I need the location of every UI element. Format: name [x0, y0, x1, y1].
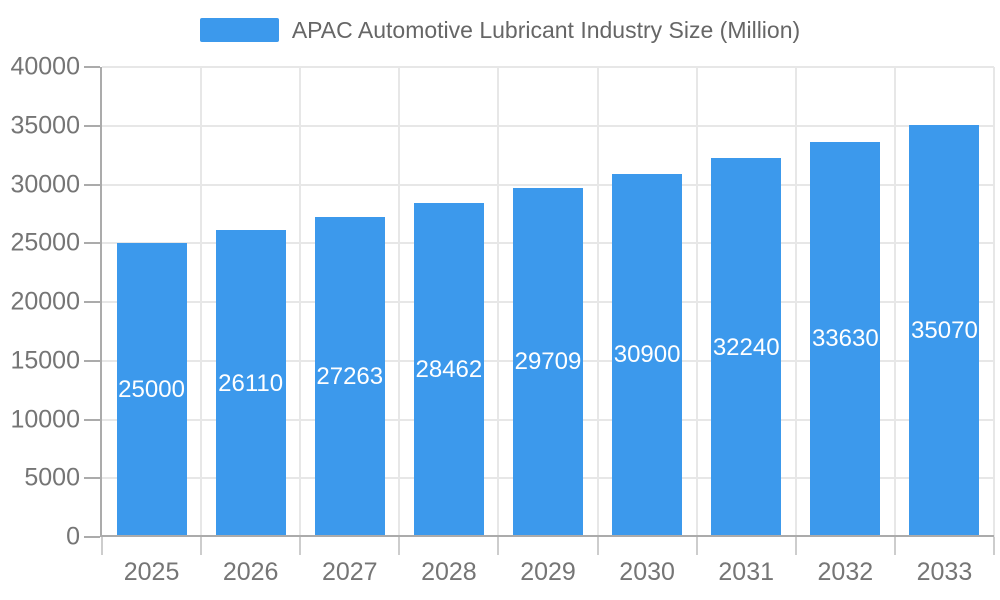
- bar[interactable]: [513, 187, 583, 537]
- bar[interactable]: [116, 243, 187, 537]
- y-axis-tick: [84, 536, 100, 538]
- y-tick-label: 40000: [10, 52, 80, 81]
- y-axis-tick: [84, 359, 100, 362]
- x-axis-line: [100, 535, 994, 537]
- gridline-vertical: [695, 67, 698, 537]
- y-tick-label: 0: [66, 522, 80, 551]
- x-tick-label: 2029: [520, 558, 576, 586]
- gridline-vertical: [299, 67, 302, 537]
- x-axis-tick: [101, 537, 103, 555]
- bar[interactable]: [711, 158, 782, 537]
- x-tick-label: 2030: [619, 558, 675, 586]
- gridline-vertical: [993, 67, 995, 537]
- gridline-horizontal: [102, 124, 994, 127]
- y-axis-tick: [84, 124, 100, 127]
- bar[interactable]: [810, 141, 881, 537]
- x-axis-tick: [497, 537, 500, 555]
- x-axis-tick: [794, 537, 797, 555]
- gridline-vertical: [398, 67, 401, 537]
- x-axis-tick: [200, 537, 203, 555]
- legend[interactable]: APAC Automotive Lubricant Industry Size …: [0, 18, 1000, 42]
- gridline-vertical: [497, 67, 500, 537]
- gridline-horizontal: [102, 66, 994, 68]
- legend-swatch: [199, 18, 279, 42]
- x-axis-tick: [695, 537, 698, 555]
- y-axis-tick: [84, 301, 100, 303]
- y-axis-tick: [84, 477, 100, 480]
- legend-label: APAC Automotive Lubricant Industry Size …: [291, 17, 801, 43]
- bar[interactable]: [215, 230, 286, 537]
- x-axis-tick: [398, 537, 401, 555]
- y-tick-label: 10000: [10, 405, 80, 433]
- y-tick-label: 30000: [10, 170, 80, 198]
- x-tick-label: 2025: [123, 558, 180, 586]
- x-tick-label: 2033: [916, 558, 973, 586]
- bar[interactable]: [909, 124, 980, 537]
- gridline-vertical: [200, 67, 203, 537]
- y-axis-tick: [84, 66, 100, 68]
- gridline-vertical: [893, 67, 896, 537]
- x-axis-tick: [596, 537, 599, 555]
- y-axis-tick: [84, 183, 100, 186]
- x-axis-tick: [893, 537, 896, 555]
- y-tick-label: 5000: [24, 463, 80, 492]
- y-tick-label: 15000: [10, 346, 80, 375]
- x-tick-label: 2027: [321, 558, 378, 586]
- gridline-vertical: [596, 67, 599, 537]
- y-tick-label: 25000: [10, 228, 80, 257]
- x-tick-label: 2026: [222, 558, 279, 586]
- gridline-vertical: [794, 67, 797, 537]
- y-axis-tick: [84, 418, 100, 421]
- x-axis-tick: [299, 537, 302, 555]
- x-tick-label: 2032: [817, 558, 874, 586]
- x-tick-label: 2028: [421, 558, 477, 586]
- plot-area: 25000 26110 27263 28462 29709 30900 32240 33630…: [10, 54, 995, 585]
- y-axis-line: [100, 67, 102, 537]
- bar[interactable]: [314, 216, 385, 537]
- bar[interactable]: [612, 173, 683, 537]
- x-axis-tick: [993, 537, 995, 555]
- y-tick-label: 35000: [10, 111, 80, 140]
- x-tick-label: 2031: [718, 558, 775, 586]
- bar[interactable]: [413, 202, 484, 537]
- y-axis-tick: [84, 242, 100, 245]
- y-tick-label: 20000: [10, 287, 80, 316]
- gridline-horizontal: [102, 183, 994, 186]
